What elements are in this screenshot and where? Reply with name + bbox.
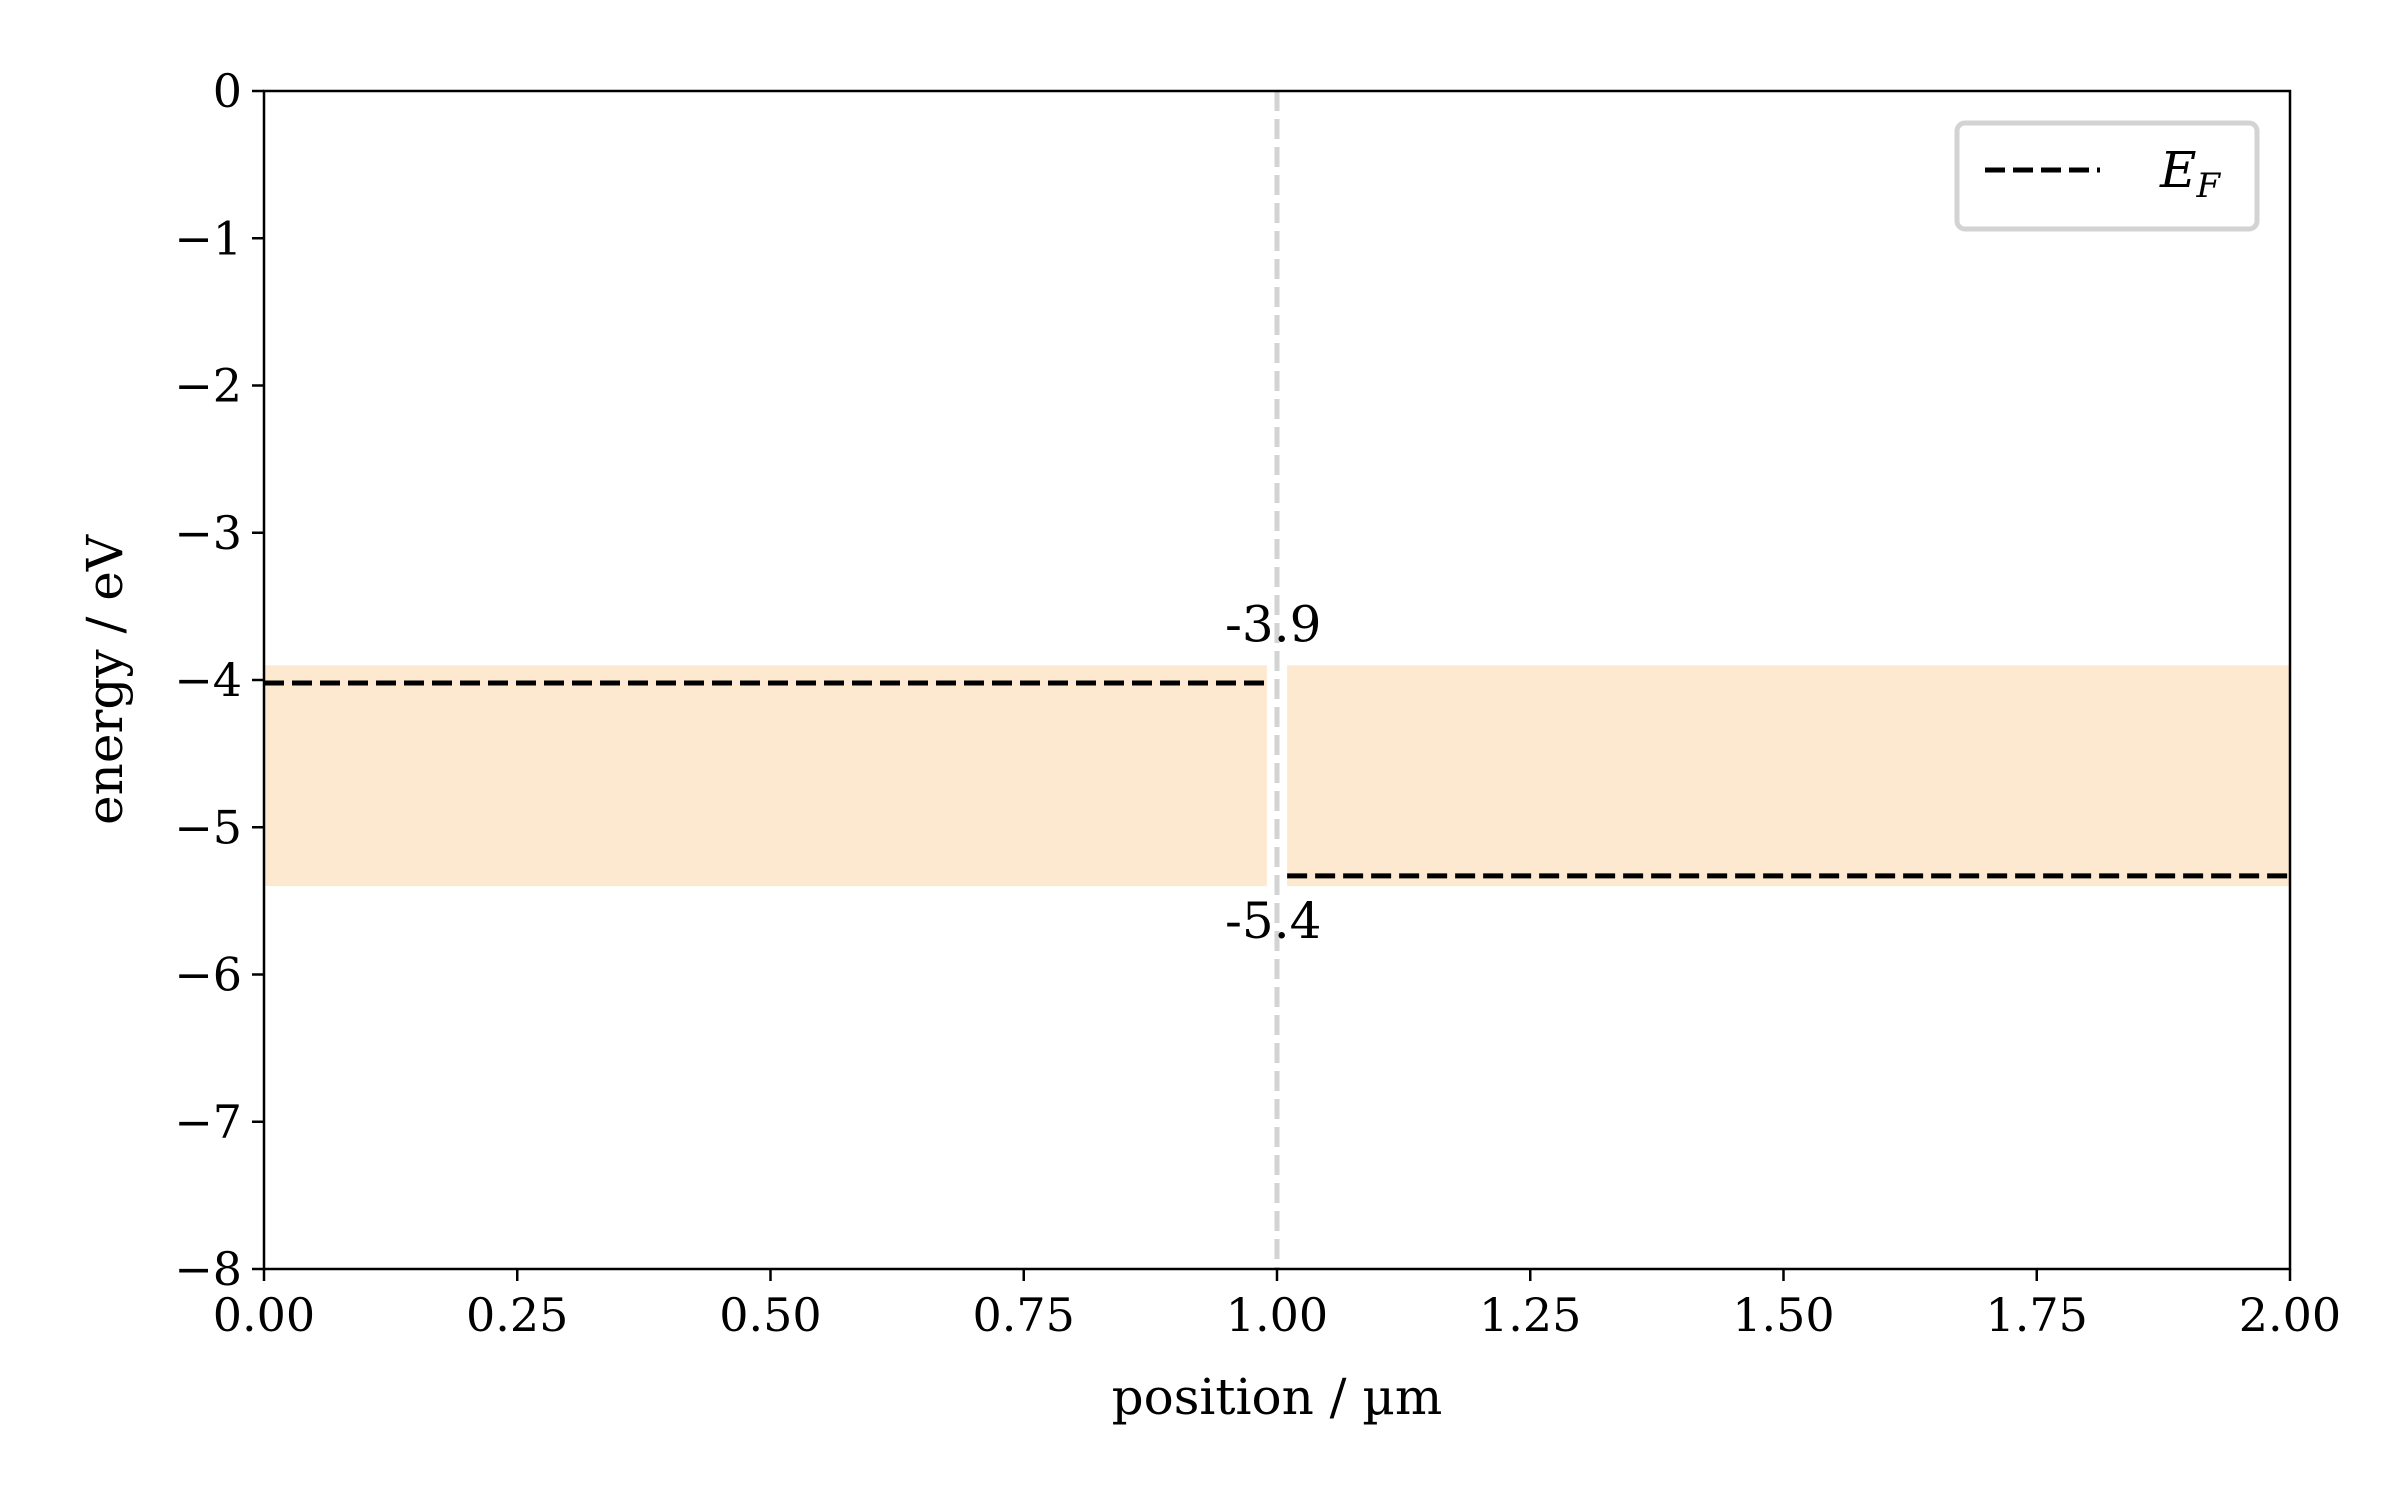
y-tick-label: 0 [213, 64, 242, 118]
legend-box [1954, 120, 2260, 232]
x-axis-label: position / µm [1112, 1368, 1443, 1426]
y-axis-label: energy / eV [76, 534, 134, 825]
band-0 [264, 665, 1267, 887]
x-tick-label: 2.00 [2239, 1288, 2341, 1342]
x-tick-label: 1.25 [1479, 1288, 1581, 1342]
annotation-upper: -3.9 [1225, 595, 1321, 653]
y-tick-label: −8 [174, 1242, 242, 1296]
x-tick-label: 0.75 [973, 1288, 1075, 1342]
x-tick-label: 1.50 [1732, 1288, 1834, 1342]
y-tick-label: −4 [174, 653, 242, 707]
x-axis-ticks: 0.00 0.25 0.50 0.75 1.00 1.25 1.50 1.75 2.00 [213, 1269, 2341, 1342]
y-tick-label: −6 [174, 948, 242, 1002]
annotations-layer: -3.9 -5.4 [1225, 595, 1321, 950]
band-1 [1287, 665, 2290, 887]
legend-label-ef: EF [2159, 141, 2222, 206]
y-tick-label: −5 [174, 800, 242, 854]
y-axis-ticks: 0 −1 −2 −3 −4 −5 −6 −7 −8 [174, 64, 264, 1296]
legend: EF [1954, 120, 2260, 232]
y-tick-label: −2 [174, 359, 242, 413]
legend-label-subscript: F [2196, 166, 2222, 206]
x-tick-label: 0.50 [719, 1288, 821, 1342]
bands-layer [264, 665, 2290, 887]
y-tick-label: −1 [174, 211, 242, 265]
x-tick-label: 0.00 [213, 1288, 315, 1342]
x-tick-label: 0.25 [466, 1288, 568, 1342]
x-tick-label: 1.75 [1986, 1288, 2088, 1342]
annotation-lower: -5.4 [1225, 892, 1321, 950]
x-tick-label: 1.00 [1226, 1288, 1328, 1342]
y-tick-label: −7 [174, 1095, 242, 1149]
y-tick-label: −3 [174, 506, 242, 560]
legend-label-main: E [2159, 141, 2197, 199]
